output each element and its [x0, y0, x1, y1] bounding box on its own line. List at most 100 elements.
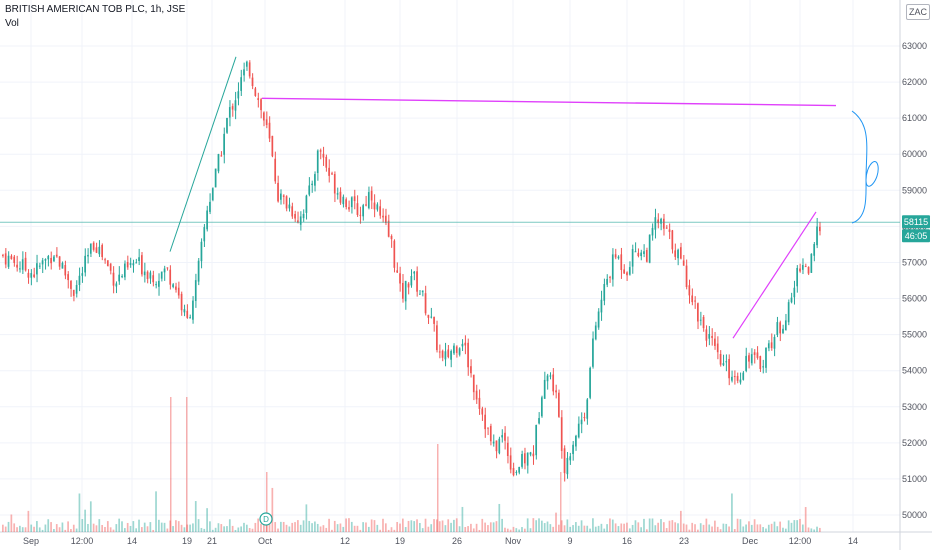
volume-bar: [245, 524, 248, 532]
candle-body: [796, 267, 799, 287]
candle-body: [770, 342, 773, 349]
volume-bar: [782, 527, 784, 532]
volume-bar: [370, 519, 373, 532]
volume-bar: [804, 507, 807, 532]
candle-body: [458, 348, 461, 355]
candle-body: [722, 363, 725, 366]
volume-bar: [552, 526, 555, 532]
volume-bar: [379, 529, 381, 532]
candle-body: [523, 453, 526, 464]
y-tick-label: 57000: [902, 257, 927, 267]
candle-body: [643, 251, 645, 255]
candle-body: [53, 256, 55, 262]
volume-bar: [314, 521, 316, 532]
candle-body: [739, 379, 742, 383]
candle-body: [237, 91, 240, 99]
volume-bar: [47, 519, 50, 532]
volume-bar: [24, 527, 27, 532]
volume-bar: [506, 528, 509, 532]
candle-body: [393, 240, 396, 268]
currency-badge[interactable]: ZAC: [906, 4, 930, 20]
candle-body: [521, 454, 523, 467]
volume-bar: [750, 524, 753, 532]
volume-bar: [603, 528, 606, 532]
candle-body: [10, 255, 13, 260]
volume-bar: [70, 529, 72, 532]
candle-body: [472, 374, 475, 393]
candle-body: [211, 188, 214, 201]
candle-body: [753, 352, 756, 355]
candle-body: [158, 280, 160, 287]
candle-body: [138, 257, 140, 261]
volume-bar: [53, 529, 55, 532]
candle-body: [89, 243, 92, 254]
volume-bar: [138, 519, 140, 532]
volume-bar: [416, 519, 418, 532]
volume-bar: [626, 522, 628, 532]
volume-bar: [688, 529, 691, 532]
volume-bar: [481, 518, 484, 532]
candle-body: [660, 218, 662, 224]
candle-body: [55, 254, 58, 257]
candle-body: [614, 254, 617, 258]
volume-bar: [95, 525, 98, 532]
candle-body: [16, 264, 18, 268]
volume-bar: [762, 527, 764, 532]
x-tick-label: 21: [207, 536, 217, 546]
volume-bar: [645, 529, 648, 532]
candle-body: [413, 271, 416, 274]
x-tick-label: 12:00: [71, 536, 94, 546]
candle-body: [370, 190, 373, 201]
candle-body: [362, 205, 364, 217]
volume-bar: [648, 518, 651, 532]
volume-bar: [748, 521, 750, 532]
volume-bar: [472, 528, 475, 532]
candle-body: [628, 267, 631, 275]
volume-bar: [662, 522, 665, 532]
candle-body: [433, 316, 435, 324]
candle-body: [396, 270, 399, 273]
volume-bar: [586, 525, 589, 532]
volume-bar: [575, 522, 577, 532]
candle-body: [776, 322, 779, 335]
volume-bar: [455, 518, 458, 532]
volume-label[interactable]: Vol: [5, 18, 19, 29]
candle-body: [787, 302, 790, 323]
candle-body: [146, 271, 149, 279]
volume-bar: [799, 518, 801, 532]
candle-body: [257, 98, 260, 100]
volume-bar: [526, 518, 529, 532]
candle-body: [87, 254, 89, 257]
volume-bar: [592, 518, 594, 532]
candle-body: [112, 272, 115, 286]
volume-bar: [458, 526, 461, 532]
volume-bar: [302, 520, 305, 532]
volume-bar: [294, 522, 296, 532]
candle-body: [160, 271, 163, 279]
candle-body: [447, 349, 450, 358]
symbol-title[interactable]: BRITISH AMERICAN TOB PLC, 1h, JSE: [5, 4, 186, 15]
candle-body: [359, 214, 362, 216]
x-tick-label: 19: [182, 536, 192, 546]
candle-body: [444, 351, 447, 360]
volume-bar: [209, 521, 211, 532]
volume-bar: [801, 524, 804, 532]
volume-bar: [240, 526, 242, 532]
candle-body: [152, 275, 155, 283]
candle-body: [750, 354, 753, 364]
volume-bar: [614, 523, 617, 532]
volume-bar: [722, 523, 725, 532]
volume-bar: [189, 524, 191, 532]
volume-bar: [742, 526, 745, 532]
volume-bar: [206, 508, 208, 532]
volume-bar: [654, 525, 657, 532]
candle-body: [106, 260, 109, 266]
candle-body: [95, 247, 98, 253]
volume-bar: [373, 520, 376, 532]
volume-bar: [248, 528, 251, 532]
candle-body: [203, 227, 206, 242]
volume-bar: [78, 493, 81, 532]
volume-bar: [759, 524, 762, 532]
